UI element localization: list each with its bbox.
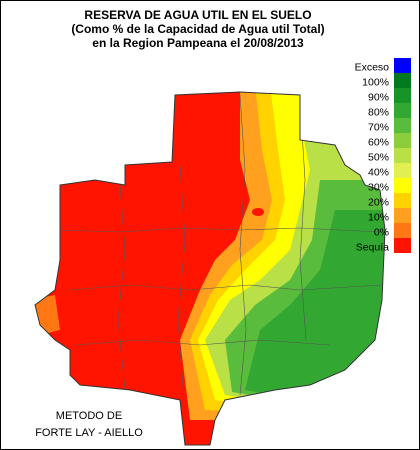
legend-label: 80% xyxy=(368,106,389,118)
legend-swatch xyxy=(394,223,411,238)
legend-label: 70% xyxy=(368,121,389,133)
legend-swatch xyxy=(394,58,411,73)
legend-swatch xyxy=(394,118,411,133)
legend-swatch xyxy=(394,238,411,253)
legend-label: 100% xyxy=(362,76,389,88)
legend-swatch xyxy=(394,103,411,118)
legend-swatch xyxy=(394,193,411,208)
legend-swatch xyxy=(394,88,411,103)
legend-label: 50% xyxy=(368,151,389,163)
legend-label: 90% xyxy=(368,91,389,103)
legend-label: 30% xyxy=(368,181,389,193)
title-line: (Como % de la Capacidad de Agua util Tot… xyxy=(71,22,324,36)
legend-label: Exceso xyxy=(355,61,390,73)
region-outline xyxy=(34,91,386,446)
legend-label: 10% xyxy=(368,211,389,223)
legend-label: Sequía xyxy=(356,241,389,253)
legend-label: 0% xyxy=(374,226,389,238)
legend-swatch xyxy=(394,208,411,223)
legend-swatch xyxy=(394,73,411,88)
legend-label: 40% xyxy=(368,166,389,178)
legend-swatch xyxy=(394,148,411,163)
legend-label: 60% xyxy=(368,136,389,148)
footer-line: METODO DE xyxy=(56,410,122,422)
title-line: RESERVA DE AGUA UTIL EN EL SUELO xyxy=(84,8,311,22)
footer-line: FORTE LAY - AIELLO xyxy=(35,427,143,439)
legend-swatch xyxy=(394,178,411,193)
legend-swatch xyxy=(394,163,411,178)
legend-swatch xyxy=(394,133,411,148)
title-line: en la Region Pampeana el 20/08/2013 xyxy=(92,36,304,50)
legend-label: 20% xyxy=(368,196,389,208)
